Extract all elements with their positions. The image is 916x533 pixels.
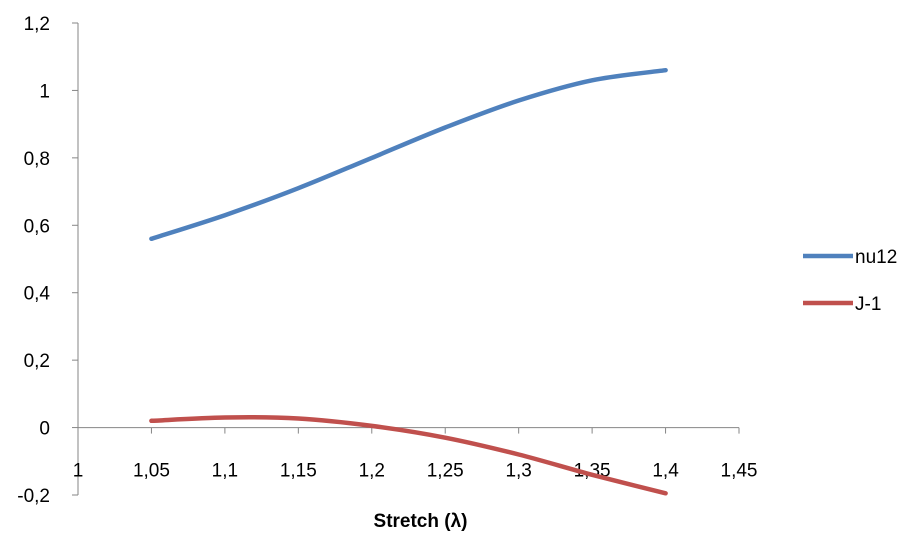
x-tick-label: 1,1 [212,461,238,482]
x-tick-label: 1 [73,461,84,482]
x-tick-label: 1,45 [721,461,758,482]
y-tick-label: 1 [39,81,50,102]
legend-label: nu12 [855,247,897,268]
y-tick-label: 0,6 [24,216,50,237]
x-tick-label: 1,25 [427,461,464,482]
y-tick-label: 0,4 [24,284,51,305]
x-tick-labels: 1 1,05 1,1 1,15 1,2 1,25 1,3 1,35 1,4 1,45 [73,461,758,482]
x-tick-label: 1,05 [133,461,170,482]
y-tick-label: 0,8 [24,149,50,170]
series-lines [149,67,668,496]
y-tick-label: 0,2 [24,351,50,372]
y-tick-labels: -0,2 0 0,2 0,4 0,6 0,8 1 1,2 [17,14,50,507]
x-tick-label: 1,15 [280,461,317,482]
axes [72,22,740,496]
y-tick-label: 1,2 [24,14,50,35]
x-tick-label: 1,4 [652,461,679,482]
x-tick-label: 1,2 [359,461,385,482]
x-tick-label: 1,3 [505,461,531,482]
series-line-nu12 [149,67,668,242]
legend: nu12 J-1 [803,247,897,315]
legend-label: J-1 [855,294,881,315]
x-axis-title: Stretch (λ) [374,511,468,532]
y-tick-label: 0 [39,419,50,440]
y-tick-label: -0,2 [17,486,50,507]
series-line-j-1 [149,415,668,496]
